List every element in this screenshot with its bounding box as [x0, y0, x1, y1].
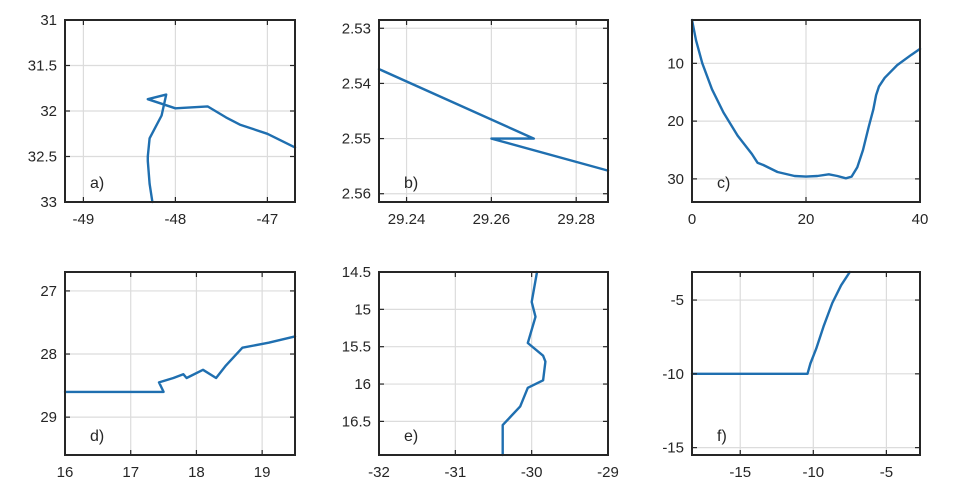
y-tick-label: 28	[40, 346, 57, 363]
x-tick-label: 29.24	[388, 211, 426, 228]
y-tick-label: 30	[667, 171, 684, 188]
x-tick-label: 19	[254, 464, 271, 481]
x-tick-label: -48	[165, 211, 187, 228]
axes-frame	[378, 19, 609, 203]
x-tick-label: -31	[444, 464, 466, 481]
y-tick-label: -10	[662, 366, 684, 383]
y-tick-label: -5	[671, 292, 684, 309]
series-line-boundary	[690, 270, 851, 375]
panel-e: -32 -31 -30 -29 14.5 15 15.5 16 16.5 e)	[342, 264, 619, 481]
panel-label: f)	[717, 428, 727, 445]
plot-background	[692, 272, 920, 455]
panel-c: 0 20 40 10 20 30 c)	[667, 18, 929, 228]
y-tick-label: 2.53	[342, 20, 371, 37]
y-tick-label: 2.55	[342, 131, 371, 148]
series-line-profile	[690, 18, 922, 180]
x-tick-label: 29.26	[473, 211, 511, 228]
x-tick-label: -10	[802, 464, 824, 481]
y-tick-label: 33	[40, 194, 57, 211]
x-tick-label: 18	[188, 464, 205, 481]
y-tick-label: 15.5	[342, 339, 371, 356]
x-tick-label: 0	[688, 211, 696, 228]
y-tick-label: 15	[354, 301, 371, 318]
axes-frame	[378, 271, 609, 456]
x-tick-label: 20	[798, 211, 815, 228]
y-tick-label: 20	[667, 113, 684, 130]
x-tick-label: 29.28	[557, 211, 595, 228]
plot-background	[379, 272, 608, 455]
x-tick-label: -30	[521, 464, 543, 481]
y-tick-label: 27	[40, 283, 57, 300]
series-line-track	[377, 67, 610, 172]
x-tick-label: 17	[122, 464, 139, 481]
x-tick-label: -32	[368, 464, 390, 481]
panel-label: a)	[90, 175, 104, 192]
y-tick-label: 16	[354, 376, 371, 393]
x-tick-label: 40	[912, 211, 929, 228]
panel-f: -15 -10 -5 -15 -10 -5 f)	[662, 270, 921, 481]
axes-frame	[691, 271, 921, 456]
x-tick-label: -29	[597, 464, 619, 481]
y-tick-label: 31.5	[28, 58, 57, 75]
panel-label: b)	[404, 175, 418, 192]
y-tick-label: 14.5	[342, 264, 371, 281]
y-tick-label: 2.54	[342, 75, 371, 92]
panel-d: 16 17 18 19 27 28 29 d)	[40, 271, 297, 481]
panel-b: 29.24 29.26 29.28 2.53 2.54 2.55 2.56 b)	[342, 19, 610, 228]
panel-label: c)	[717, 175, 730, 192]
plot-background	[65, 272, 295, 455]
x-tick-label: -5	[880, 464, 893, 481]
x-tick-label: 16	[57, 464, 74, 481]
axes-frame	[64, 271, 296, 456]
x-tick-label: -49	[73, 211, 95, 228]
y-tick-label: -15	[662, 440, 684, 457]
y-tick-label: 16.5	[342, 413, 371, 430]
panel-label: d)	[90, 428, 104, 445]
series-line-track	[501, 270, 547, 457]
panel-a: -49 -48 -47 31 31.5 32 32.5 33 a)	[28, 12, 297, 228]
series-line-track	[146, 93, 297, 204]
x-tick-label: -15	[729, 464, 751, 481]
y-tick-label: 31	[40, 12, 57, 29]
y-tick-label: 2.56	[342, 186, 371, 203]
y-tick-label: 32.5	[28, 149, 57, 166]
series-line-track	[63, 335, 297, 394]
x-tick-label: -47	[257, 211, 279, 228]
panel-label: e)	[404, 428, 418, 445]
y-tick-label: 10	[667, 55, 684, 72]
y-tick-label: 29	[40, 409, 57, 426]
plot-background	[379, 20, 608, 202]
y-tick-label: 32	[40, 103, 57, 120]
